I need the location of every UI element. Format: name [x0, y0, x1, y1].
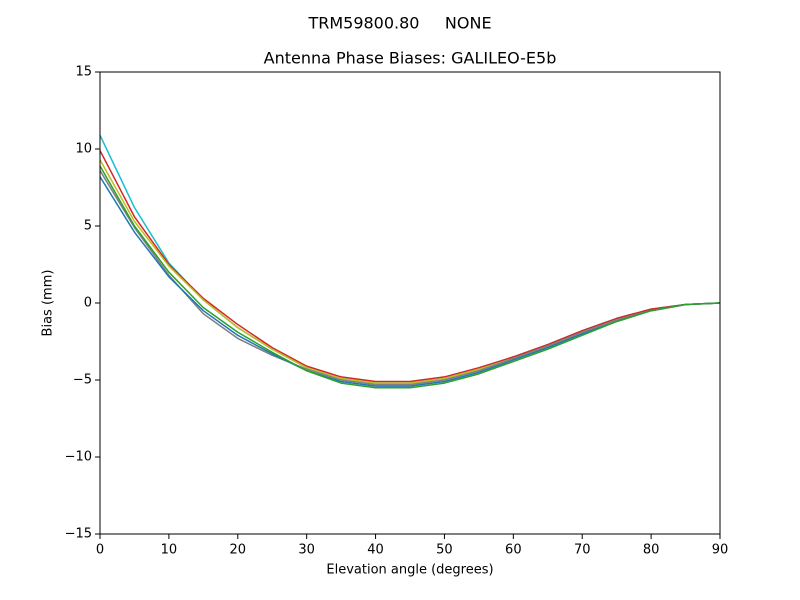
- x-tick-label: 30: [298, 543, 315, 558]
- y-axis-label: Bias (mm): [41, 270, 56, 337]
- x-tick-label: 50: [436, 543, 453, 558]
- y-tick-label: 15: [75, 65, 92, 80]
- chart-title: Antenna Phase Biases: GALILEO-E5b: [264, 49, 557, 68]
- series-line: [99, 170, 721, 386]
- y-tick-label: −15: [65, 527, 92, 542]
- x-tick-label: 60: [505, 543, 522, 558]
- series-line: [99, 150, 721, 383]
- x-tick-label: 70: [574, 543, 591, 558]
- x-tick-label: 40: [367, 543, 384, 558]
- x-tick-label: 10: [161, 543, 178, 558]
- x-tick-label: 80: [643, 543, 660, 558]
- y-tick-label: 5: [84, 219, 92, 234]
- x-axis-label: Elevation angle (degrees): [326, 563, 493, 578]
- suptitle: TRM59800.80 NONE: [307, 14, 491, 33]
- x-tick-label: 90: [712, 543, 729, 558]
- y-tick-label: −10: [65, 450, 92, 465]
- y-tick-label: −5: [73, 373, 92, 388]
- y-tick-label: 0: [84, 296, 92, 311]
- plot-frame: [99, 71, 721, 535]
- x-tick-label: 0: [96, 543, 104, 558]
- series-line: [99, 165, 721, 389]
- x-tick-label: 20: [230, 543, 247, 558]
- y-tick-label: 10: [75, 142, 92, 157]
